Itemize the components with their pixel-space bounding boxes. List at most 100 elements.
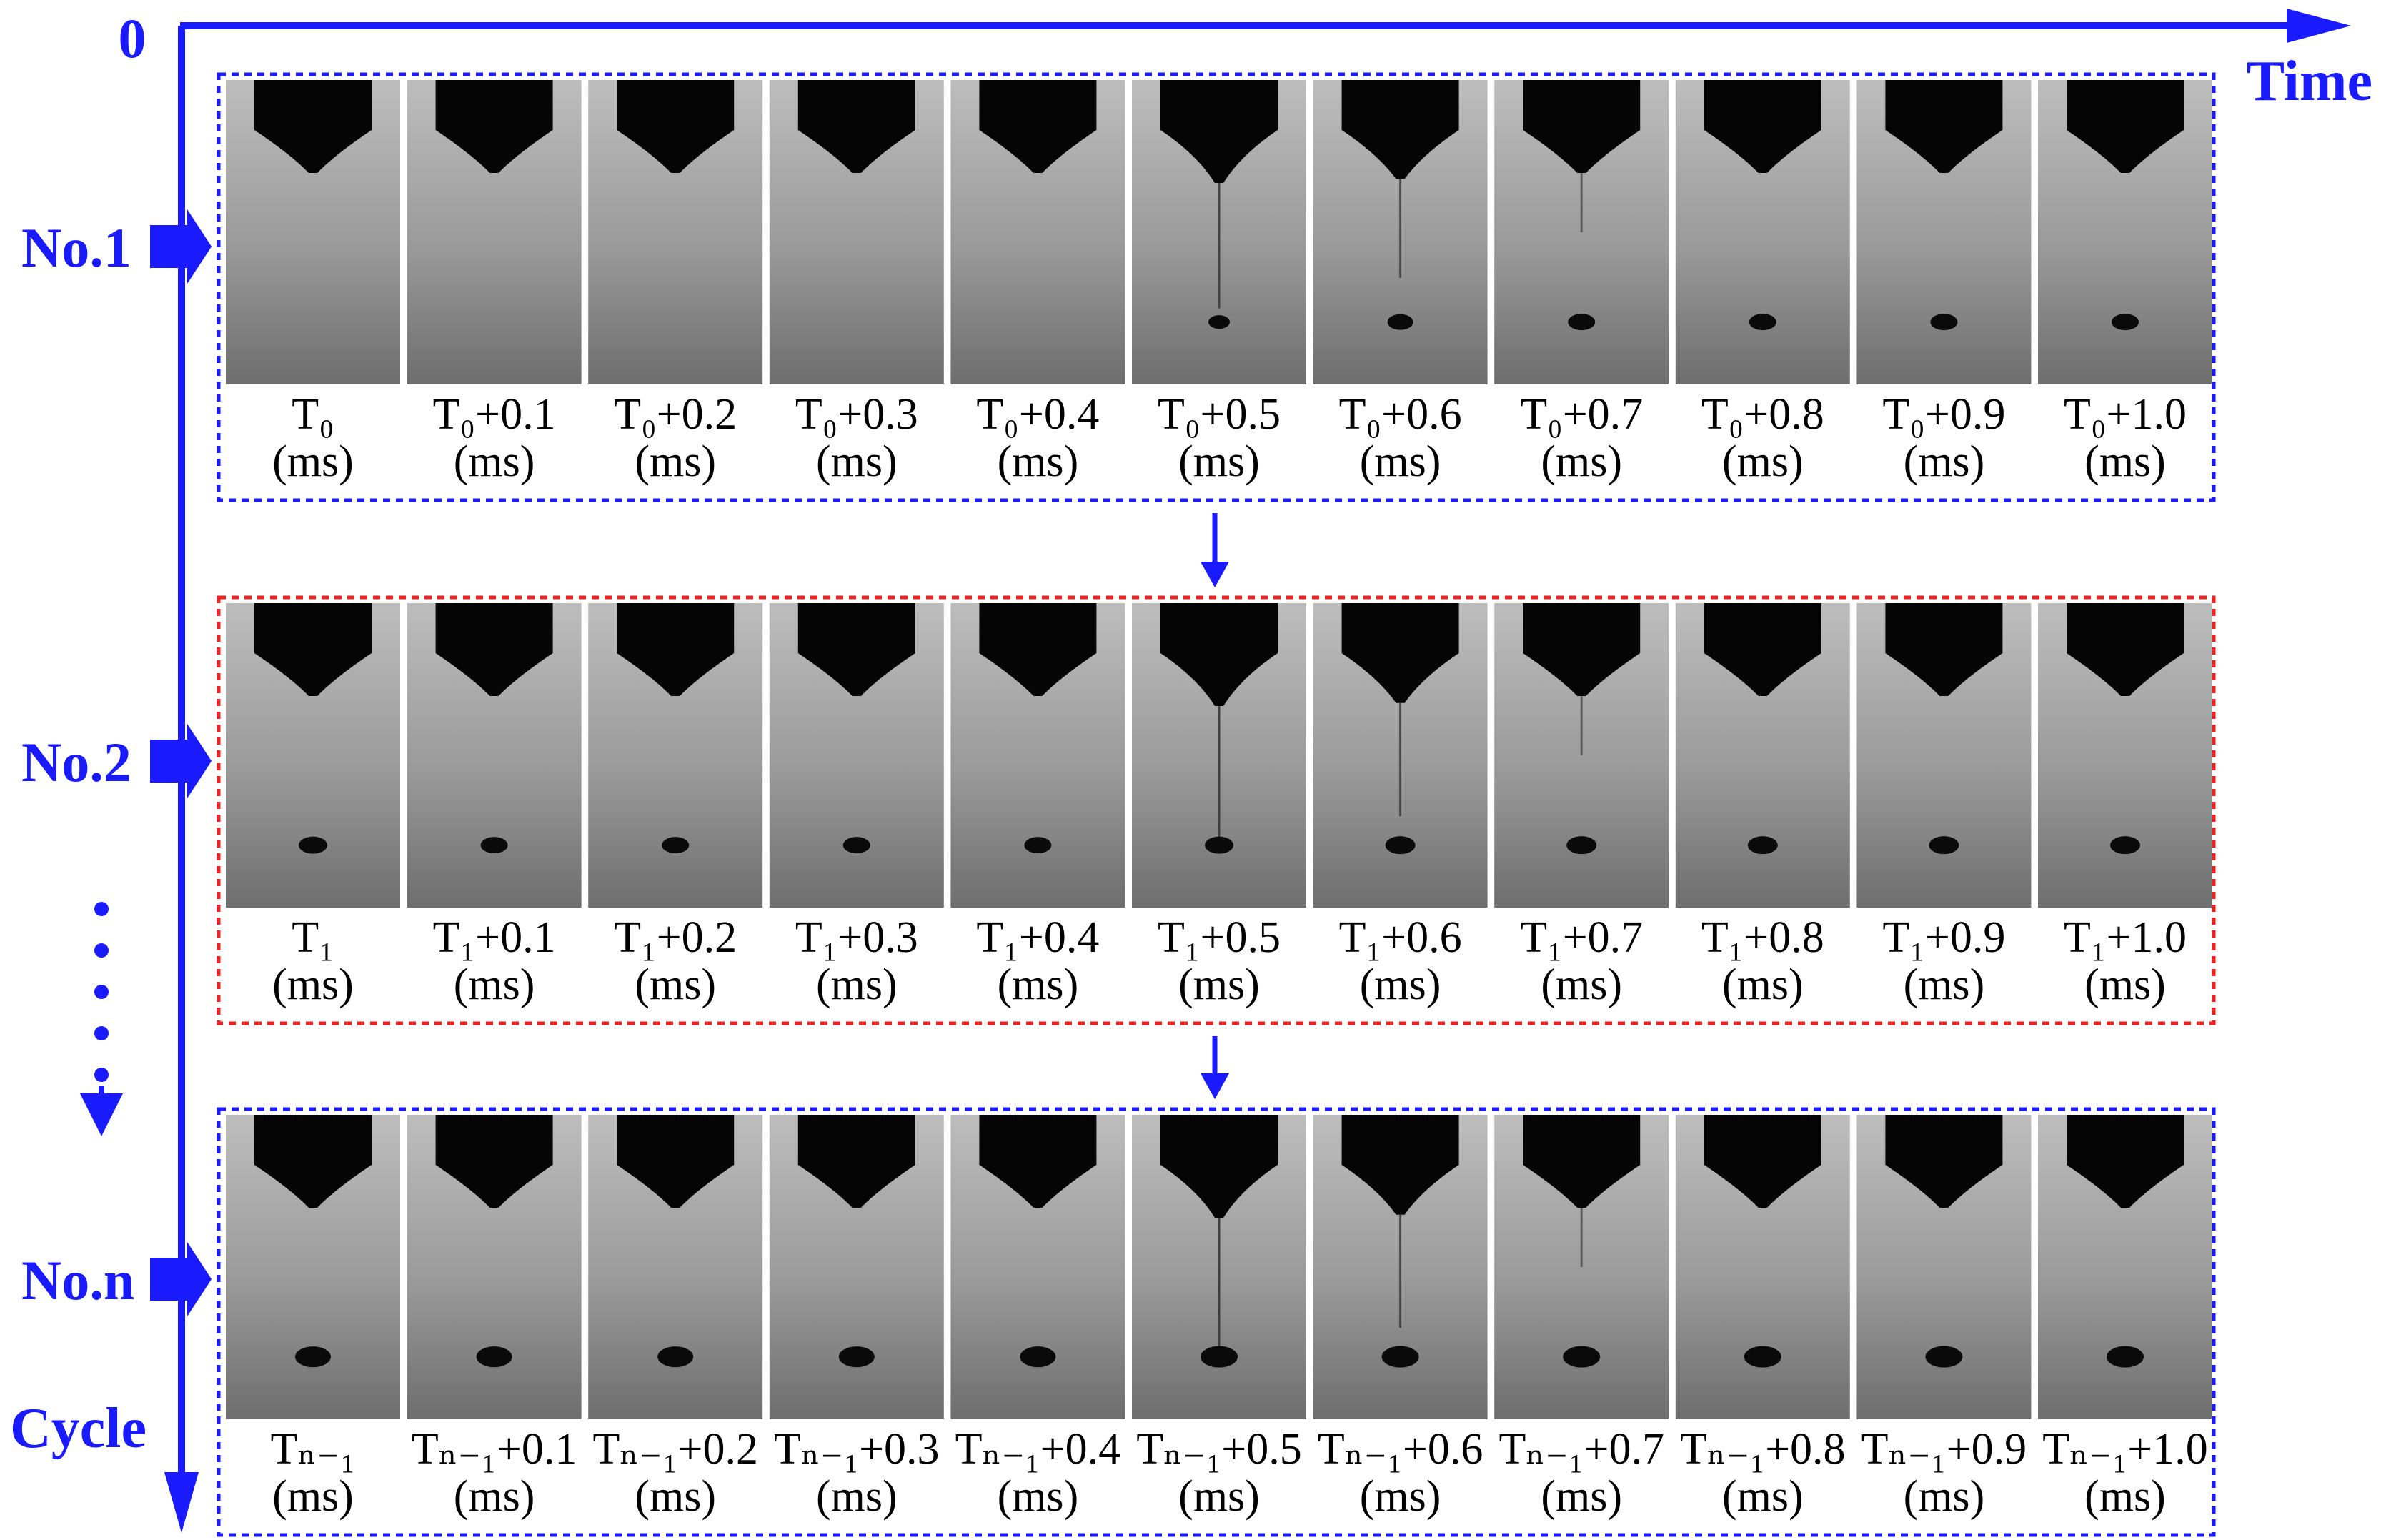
- frame: Tₙ₋₁+0.8(ms): [1675, 1115, 1850, 1521]
- frame: T₀+1.0(ms): [2038, 80, 2212, 486]
- droplet: [299, 836, 327, 854]
- row-dashed-box: [217, 1107, 2216, 1537]
- nozzle-meniscus: [1341, 80, 1459, 179]
- nozzle-meniscus: [1523, 603, 1641, 696]
- frame-unit-label: (ms): [998, 437, 1079, 486]
- cycle-row: No.1T₀(ms)T₀+0.1(ms)T₀+0.2(ms)T₀+0.3(ms)…: [21, 72, 2216, 587]
- droplet: [1749, 314, 1776, 331]
- nozzle-meniscus: [1160, 1115, 1278, 1218]
- frame: Tₙ₋₁+1.0(ms): [2038, 1115, 2212, 1521]
- droplet: [838, 1346, 875, 1368]
- frame-unit-label: (ms): [1904, 437, 1985, 486]
- nozzle-meniscus: [254, 80, 372, 173]
- droplet: [1929, 836, 1959, 855]
- frame: T₀+0.3(ms): [769, 80, 944, 486]
- ellipsis-dot: [94, 943, 109, 958]
- frame-unit-label: (ms): [1360, 960, 1441, 1009]
- nozzle-meniscus: [2067, 603, 2184, 696]
- droplet: [662, 837, 690, 854]
- frame: T₁+0.7(ms): [1494, 603, 1669, 1009]
- frame-time-label: Tₙ₋₁+1.0: [2042, 1425, 2208, 1474]
- frame-unit-label: (ms): [635, 960, 716, 1009]
- nozzle-meniscus: [797, 603, 915, 696]
- droplet: [1201, 1346, 1238, 1368]
- frame: T₁+0.2(ms): [588, 603, 763, 1009]
- frame: T₁+0.5(ms): [1132, 603, 1306, 1009]
- droplet: [1563, 1346, 1601, 1368]
- frame-unit-label: (ms): [1360, 437, 1441, 486]
- nozzle-meniscus: [254, 1115, 372, 1208]
- frame: T₀+0.6(ms): [1313, 80, 1488, 486]
- frame-time-label: T₁+0.8: [1701, 913, 1824, 962]
- row-pointer-arrow: [150, 209, 212, 284]
- frame-time-label: T₀+0.3: [795, 390, 918, 439]
- frame: Tₙ₋₁(ms): [226, 1115, 400, 1521]
- frame-time-label: T₀+0.2: [614, 390, 737, 439]
- droplet: [1566, 836, 1597, 855]
- droplet: [657, 1346, 694, 1368]
- frame-unit-label: (ms): [272, 1472, 354, 1521]
- nozzle-meniscus: [617, 603, 735, 696]
- frame-time-label: T₀+0.7: [1520, 390, 1643, 439]
- nozzle-meniscus: [435, 1115, 553, 1208]
- frame: T₀(ms): [226, 80, 400, 486]
- nozzle-meniscus: [1704, 603, 1821, 696]
- row-label: No.n: [21, 1249, 134, 1311]
- frame-time-label: Tₙ₋₁+0.9: [1861, 1425, 2027, 1474]
- droplet: [1020, 1346, 1056, 1368]
- frame-time-label: T₁+0.4: [976, 913, 1099, 962]
- frame: Tₙ₋₁+0.7(ms): [1494, 1115, 1669, 1521]
- droplet: [1208, 315, 1230, 329]
- continuation-ellipsis: [80, 902, 123, 1136]
- nozzle-meniscus: [979, 1115, 1097, 1208]
- frame-unit-label: (ms): [816, 960, 898, 1009]
- nozzle-meniscus: [1885, 603, 2003, 696]
- frame-time-label: T₁+0.2: [614, 913, 737, 962]
- next-cycle-arrowhead: [1201, 1073, 1229, 1099]
- frame-unit-label: (ms): [1178, 1472, 1260, 1521]
- frame: T₁+0.4(ms): [950, 603, 1125, 1009]
- frame-time-label: Tₙ₋₁+0.7: [1498, 1425, 1664, 1474]
- frame-time-label: T₁+1.0: [2064, 913, 2187, 962]
- ellipsis-dot: [94, 1026, 109, 1040]
- ellipsis-arrowhead: [80, 1093, 123, 1136]
- nozzle-meniscus: [1160, 80, 1278, 183]
- frame: T₀+0.7(ms): [1494, 80, 1669, 486]
- droplet: [1205, 836, 1233, 854]
- nozzle-meniscus: [435, 80, 553, 173]
- frame-time-label: Tₙ₋₁+0.8: [1680, 1425, 1846, 1474]
- frame-unit-label: (ms): [1722, 437, 1804, 486]
- nozzle-meniscus: [254, 603, 372, 696]
- frame-unit-label: (ms): [454, 437, 535, 486]
- origin-label: 0: [119, 7, 146, 69]
- frame: Tₙ₋₁+0.9(ms): [1856, 1115, 2032, 1521]
- frame-unit-label: (ms): [635, 1472, 716, 1521]
- frame-unit-label: (ms): [1904, 1472, 1985, 1521]
- frame-unit-label: (ms): [998, 1472, 1079, 1521]
- droplet: [2110, 836, 2140, 855]
- nozzle-meniscus: [1523, 80, 1641, 173]
- nozzle-meniscus: [617, 80, 735, 173]
- frame-unit-label: (ms): [272, 437, 354, 486]
- nozzle-meniscus: [1341, 1115, 1459, 1215]
- row-pointer-arrow: [150, 724, 212, 798]
- cycle-axis-label: Cycle: [10, 1397, 146, 1460]
- nozzle-meniscus: [2067, 1115, 2184, 1208]
- row-label: No.2: [21, 731, 131, 793]
- frame: Tₙ₋₁+0.4(ms): [950, 1115, 1125, 1521]
- time-axis-arrowhead: [2287, 9, 2351, 43]
- droplet: [842, 837, 870, 854]
- frame: T₁+1.0(ms): [2038, 603, 2212, 1009]
- frame: Tₙ₋₁+0.3(ms): [769, 1115, 944, 1521]
- row-pointer-arrow: [150, 1242, 212, 1316]
- frame: T₀+0.1(ms): [407, 80, 582, 486]
- frame: T₀+0.4(ms): [950, 80, 1125, 486]
- frame: T₁(ms): [226, 603, 400, 1009]
- frame: T₀+0.2(ms): [588, 80, 763, 486]
- frame-time-label: T₀+0.6: [1339, 390, 1462, 439]
- cycle-row: No.2T₁(ms)T₁+0.1(ms)T₁+0.2(ms)T₁+0.3(ms)…: [21, 595, 2216, 1099]
- frame-unit-label: (ms): [2084, 1472, 2166, 1521]
- droplet: [1925, 1346, 1963, 1368]
- droplet: [1385, 836, 1416, 855]
- time-axis-label: Time: [2247, 50, 2372, 113]
